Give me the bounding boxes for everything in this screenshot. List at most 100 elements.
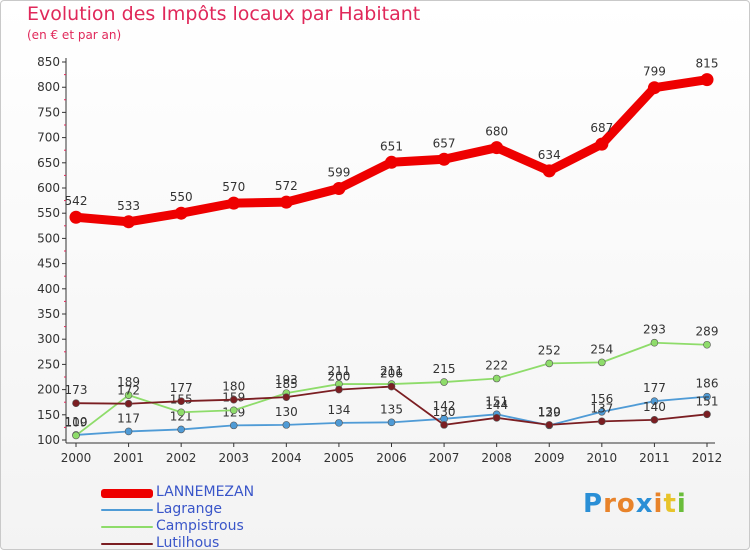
data-point	[335, 385, 343, 394]
data-point	[72, 399, 80, 408]
data-label: 634	[538, 148, 561, 162]
data-label: 550	[170, 190, 193, 204]
chart-subtitle: (en € et par an)	[27, 28, 122, 42]
data-point	[545, 421, 554, 429]
y-tick-label: 550	[37, 206, 60, 220]
proxiti-logo: Proxiti	[583, 489, 687, 519]
legend-swatch-lutilhous	[101, 543, 153, 545]
logo-letter: x	[635, 489, 654, 519]
legend-label: LANNEMEZAN	[156, 484, 255, 500]
y-tick-label: 100	[37, 433, 60, 447]
y-tick-label: 800	[37, 80, 60, 94]
data-label: 599	[327, 166, 350, 180]
data-point	[492, 374, 501, 383]
y-tick-label: 700	[37, 131, 60, 145]
data-point	[124, 427, 133, 436]
data-label: 130	[275, 405, 298, 419]
data-point	[545, 359, 554, 368]
y-tick-label: 450	[37, 257, 60, 271]
data-point	[703, 392, 711, 401]
data-point	[177, 425, 185, 434]
data-label: 117	[117, 411, 140, 425]
data-point	[72, 431, 80, 440]
x-tick-label: 2004	[271, 451, 302, 465]
data-label: 129	[538, 405, 561, 419]
data-point	[650, 416, 659, 424]
data-point	[124, 399, 133, 408]
data-label: 144	[485, 398, 508, 412]
data-point	[229, 406, 238, 415]
logo-letter: i	[653, 489, 664, 519]
data-point	[650, 397, 659, 405]
data-point	[174, 206, 188, 220]
line-chart: 100 150 200 250 300 350 400 450 500 550 600 650 700 7…	[37, 55, 722, 465]
data-point	[598, 407, 606, 416]
data-point	[279, 195, 293, 209]
data-label: 211	[380, 364, 403, 378]
x-tick-label: 2002	[166, 451, 197, 465]
data-point	[124, 391, 133, 399]
data-point	[440, 421, 448, 429]
data-label: 109	[65, 415, 88, 429]
data-label: 186	[696, 377, 719, 391]
data-point	[490, 141, 504, 155]
data-point	[385, 155, 398, 169]
x-tick-label: 2011	[639, 451, 670, 465]
data-point	[598, 417, 606, 426]
data-point	[647, 81, 661, 95]
data-point	[492, 414, 501, 422]
data-label: 151	[696, 394, 719, 408]
data-point	[703, 340, 711, 349]
data-point	[598, 358, 606, 367]
y-tick-label: 200	[37, 383, 60, 397]
y-tick-label: 650	[37, 156, 60, 170]
y-tick-label: 850	[37, 55, 60, 69]
data-label: 173	[65, 383, 88, 397]
x-tick-label: 2003	[218, 451, 249, 465]
data-label: 137	[590, 401, 613, 415]
x-tick-label: 2000	[61, 451, 92, 465]
data-label: 185	[275, 377, 298, 391]
data-point	[282, 393, 291, 401]
chart-title: Evolution des Impôts locaux par Habitant	[27, 3, 421, 25]
data-label: 156	[590, 392, 613, 406]
y-tick-label: 500	[37, 231, 60, 245]
y-tick-label: 400	[37, 282, 60, 296]
data-point	[335, 419, 343, 427]
data-label: 177	[170, 381, 193, 395]
data-label: 680	[485, 125, 508, 139]
data-point	[122, 215, 136, 229]
data-label: 206	[380, 367, 403, 381]
data-point	[69, 210, 83, 224]
data-label: 687	[590, 121, 613, 135]
x-tick-label: 2001	[113, 451, 144, 465]
data-label: 222	[485, 359, 508, 373]
data-label: 211	[327, 364, 350, 378]
data-point	[282, 421, 291, 429]
data-label: 135	[380, 402, 403, 416]
data-label: 189	[117, 375, 140, 389]
data-point	[229, 421, 238, 430]
data-label: 130	[538, 405, 561, 419]
data-label: 172	[117, 384, 140, 398]
data-label: 110	[65, 415, 88, 429]
data-label: 799	[643, 65, 666, 79]
x-tick-label: 2009	[534, 451, 565, 465]
data-label: 815	[696, 57, 719, 71]
data-point	[595, 137, 609, 151]
data-point	[387, 382, 396, 391]
data-label: 142	[433, 399, 456, 413]
data-label: 570	[222, 180, 245, 194]
y-tick-label: 350	[37, 307, 60, 321]
logo-letter: P	[583, 489, 604, 519]
x-tick-label: 2010	[587, 451, 618, 465]
data-point	[177, 397, 185, 405]
data-point	[177, 408, 185, 417]
data-point	[227, 196, 241, 210]
data-point	[440, 378, 448, 386]
data-label: 134	[327, 403, 350, 417]
y-tick-label: 750	[37, 105, 60, 119]
legend-swatch-lagrange	[101, 509, 153, 511]
data-label: 289	[696, 325, 719, 339]
